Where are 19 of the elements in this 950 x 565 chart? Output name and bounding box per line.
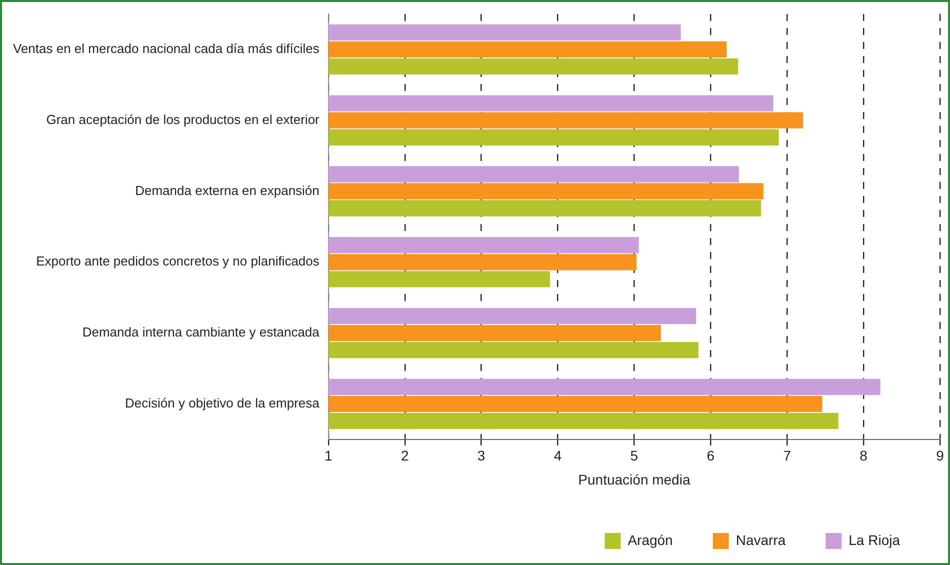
- y-tick-label: Demanda interna cambiante y estancada: [82, 324, 320, 340]
- legend-label: Aragón: [628, 532, 673, 548]
- x-tick-label: 9: [936, 448, 944, 464]
- legend-label: La Rioja: [848, 532, 900, 548]
- legend-label: Navarra: [736, 532, 786, 548]
- x-tick-label: 6: [706, 448, 715, 464]
- y-tick-label: Exporto ante pedidos concretos y no planificados: [36, 254, 320, 269]
- y-tick-label: Demanda externa en expansión: [135, 182, 320, 198]
- x-tick-label: 2: [400, 448, 409, 464]
- x-tick-label: 3: [477, 448, 486, 464]
- y-tick-label: Ventas en el mercado nacional cada día más difíciles: [12, 41, 320, 56]
- x-axis-title: Puntuación media: [578, 471, 690, 488]
- x-tick-label: 7: [783, 448, 792, 464]
- x-tick-label: 5: [630, 448, 638, 464]
- y-tick-label: Decisión y objetivo de la empresa: [125, 396, 320, 411]
- x-tick-label: 8: [860, 448, 868, 464]
- y-tick-label: Gran aceptación de los productos en el exterior: [46, 112, 320, 127]
- x-tick-label: 1: [324, 448, 333, 464]
- x-tick-label: 4: [554, 448, 562, 464]
